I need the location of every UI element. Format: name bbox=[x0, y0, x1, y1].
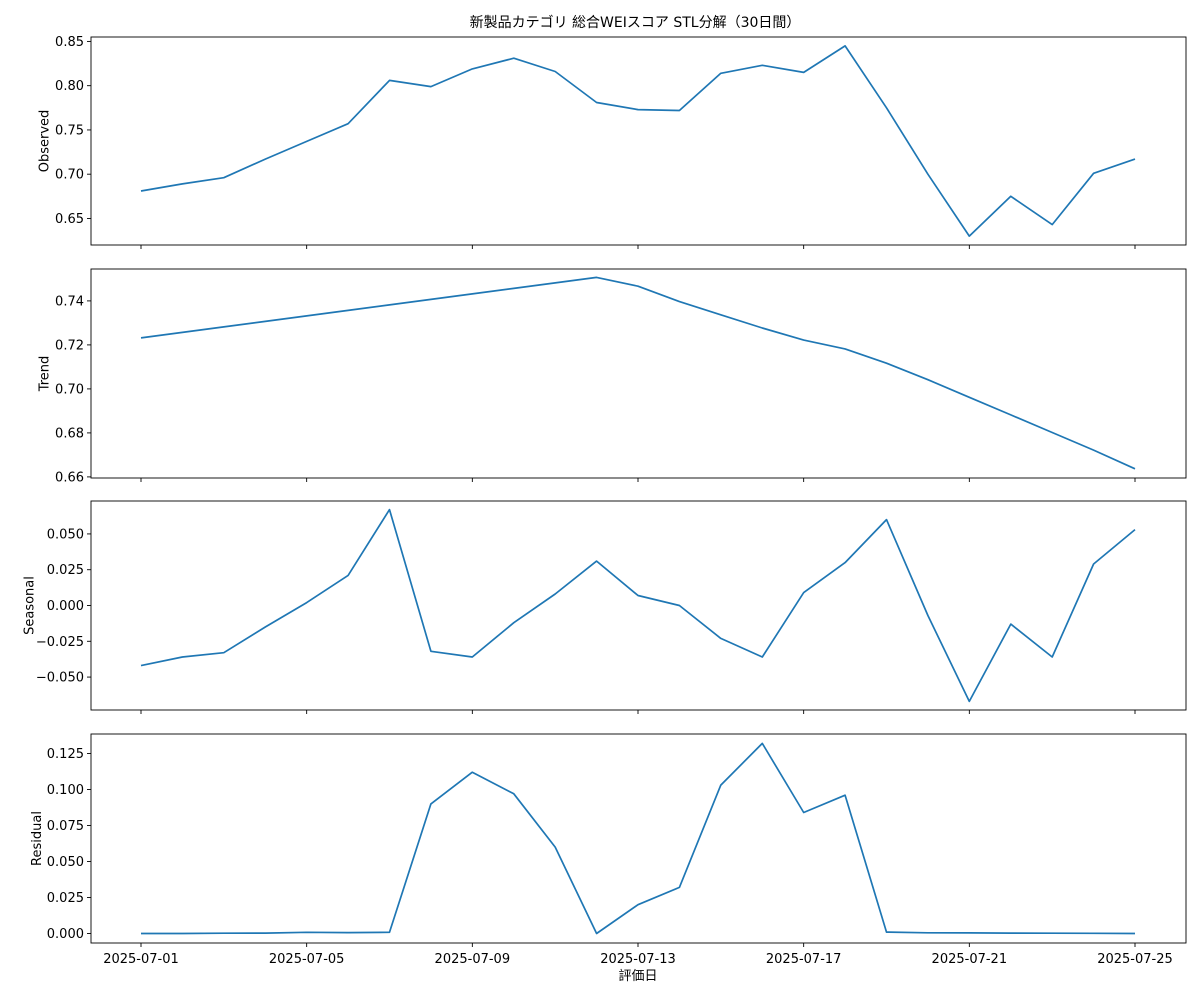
xtick-label: 2025-07-17 bbox=[766, 952, 842, 967]
trend-ytick-label: 0.68 bbox=[55, 426, 84, 441]
observed-ytick-label: 0.75 bbox=[55, 123, 84, 138]
trend-ytick-label: 0.66 bbox=[55, 470, 84, 485]
trend-axes-frame bbox=[90, 268, 1187, 479]
seasonal-ytick-label: 0.025 bbox=[47, 563, 84, 578]
chart-title: 新製品カテゴリ 総合WEIスコア STL分解（30日間） bbox=[470, 14, 801, 31]
seasonal-axes-frame bbox=[90, 500, 1187, 711]
trend-ytick-label: 0.74 bbox=[55, 294, 84, 309]
observed-ytick-label: 0.65 bbox=[55, 212, 84, 227]
residual-series-line bbox=[141, 742, 1136, 935]
seasonal-ytick-label: 0.050 bbox=[47, 527, 84, 542]
observed-ylabel: Observed bbox=[38, 110, 53, 173]
xtick-label: 2025-07-01 bbox=[103, 952, 179, 967]
xtick-label: 2025-07-21 bbox=[932, 952, 1008, 967]
seasonal-ytick-label: −0.050 bbox=[36, 671, 84, 686]
trend-ytick-label: 0.72 bbox=[55, 338, 84, 353]
observed-ytick-label: 0.80 bbox=[55, 79, 84, 94]
residual-ylabel: Residual bbox=[30, 811, 45, 866]
residual-ytick-label: 0.125 bbox=[47, 747, 84, 762]
seasonal-ylabel: Seasonal bbox=[22, 576, 37, 635]
trend-ylabel: Trend bbox=[38, 356, 53, 393]
residual-ytick-label: 0.025 bbox=[47, 891, 84, 906]
observed-series-line bbox=[140, 45, 1136, 237]
residual-axes-frame bbox=[90, 733, 1187, 944]
trend-series-line bbox=[140, 276, 1136, 470]
seasonal-ytick-label: −0.025 bbox=[36, 635, 84, 650]
xtick-label: 2025-07-13 bbox=[600, 952, 676, 967]
observed-ytick-label: 0.70 bbox=[55, 168, 84, 183]
xtick-label: 2025-07-05 bbox=[269, 952, 345, 967]
residual-ytick-label: 0.100 bbox=[47, 783, 84, 798]
residual-ytick-label: 0.075 bbox=[47, 819, 84, 834]
seasonal-ytick-label: 0.000 bbox=[47, 599, 84, 614]
residual-ytick-label: 0.000 bbox=[47, 927, 84, 942]
x-axis-label: 評価日 bbox=[618, 969, 657, 984]
observed-ytick-label: 0.85 bbox=[55, 35, 84, 50]
seasonal-series-line bbox=[140, 508, 1136, 703]
residual-ytick-label: 0.050 bbox=[47, 855, 84, 870]
xtick-label: 2025-07-25 bbox=[1097, 952, 1173, 967]
observed-axes-frame bbox=[90, 36, 1187, 246]
xtick-label: 2025-07-09 bbox=[435, 952, 511, 967]
trend-ytick-label: 0.70 bbox=[55, 382, 84, 397]
